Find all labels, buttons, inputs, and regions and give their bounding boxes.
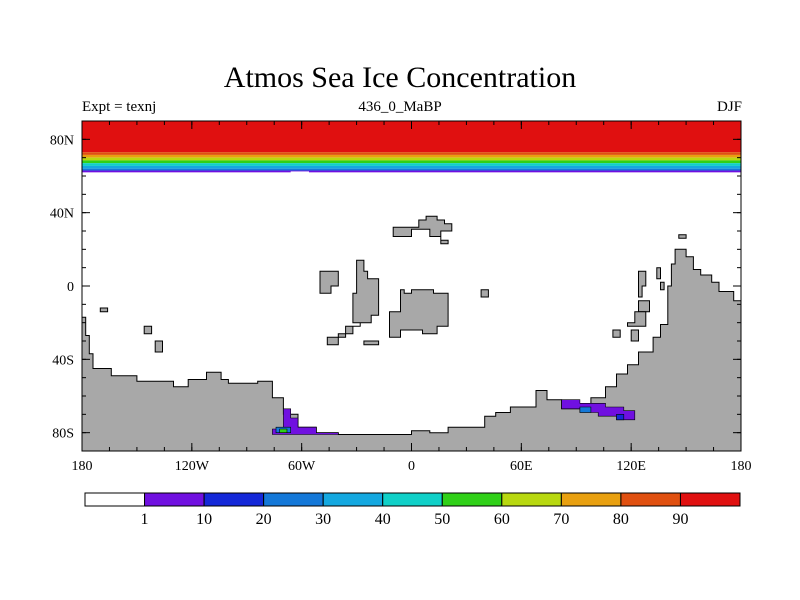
east-ice-mid2 xyxy=(616,413,625,421)
colorbar-label: 40 xyxy=(375,511,391,528)
experiment-label: Expt = texnj xyxy=(82,99,157,115)
y-tick-label: 0 xyxy=(67,280,74,295)
north-ice-band-2 xyxy=(82,154,741,158)
colorbar-label: 80 xyxy=(613,511,629,528)
north-ice-band-5 xyxy=(82,163,741,166)
colorbar-swatch xyxy=(322,492,384,507)
land-island-w3 xyxy=(154,340,163,353)
land-island-nc1 xyxy=(392,215,453,245)
colorbar-swatch xyxy=(620,492,681,507)
east-ice-mid xyxy=(579,406,592,413)
land-island-e8 xyxy=(678,234,687,239)
x-tick-label: 60W xyxy=(288,459,316,474)
land-island-e4 xyxy=(638,300,650,313)
colorbar-swatch xyxy=(203,492,265,507)
colorbar-swatch xyxy=(84,492,146,507)
land-island-e2 xyxy=(638,270,647,298)
colorbar-label: 60 xyxy=(494,511,510,528)
colorbar-swatch xyxy=(144,492,205,507)
land-island-c2 xyxy=(363,340,380,346)
land-south-polar-continent xyxy=(82,248,741,451)
y-tick-label: 40N xyxy=(50,207,74,222)
x-tick-label: 120W xyxy=(175,459,210,474)
colorbar-swatch xyxy=(441,492,503,507)
north-ice-band-8 xyxy=(82,170,741,173)
land-island-c1 xyxy=(389,289,449,338)
land-island-w1 xyxy=(99,307,109,313)
colorbar-swatch xyxy=(501,492,562,507)
colorbar-label: 70 xyxy=(553,511,569,528)
colorbar-label: 10 xyxy=(196,511,212,528)
y-tick-label: 80N xyxy=(50,133,74,148)
y-tick-label: 40S xyxy=(52,353,74,368)
north-ice-notch xyxy=(290,171,309,174)
land-island-e1 xyxy=(480,289,489,298)
colorbar-swatch xyxy=(679,492,741,507)
colorbar-swatch xyxy=(263,492,324,507)
colorbar-label: 30 xyxy=(315,511,331,528)
land-island-wc1 xyxy=(319,270,339,294)
y-tick-label: 80S xyxy=(52,427,74,442)
colorbar-label: 1 xyxy=(141,511,149,528)
x-tick-label: 60E xyxy=(510,459,533,474)
north-ice-band-4 xyxy=(82,160,741,164)
colorbar-swatch xyxy=(382,492,443,507)
north-ice-band-3 xyxy=(82,157,741,161)
x-tick-label: 0 xyxy=(408,459,415,474)
land-island-wc2 xyxy=(326,259,380,346)
chart-title: Atmos Sea Ice Concentration xyxy=(223,61,577,94)
colorbar-label: 90 xyxy=(672,511,688,528)
land-island-e7 xyxy=(612,329,621,338)
colorbar-swatch xyxy=(560,492,622,507)
colorbar-label: 50 xyxy=(434,511,450,528)
north-ice-band-1 xyxy=(82,152,741,155)
land-island-e6 xyxy=(630,329,639,342)
ross-ice-core xyxy=(279,428,288,434)
land-island-w2 xyxy=(143,325,153,335)
x-tick-label: 120E xyxy=(616,459,646,474)
colorbar-label: 20 xyxy=(256,511,272,528)
season-label: DJF xyxy=(716,99,742,115)
land-island-e9 xyxy=(660,281,665,291)
land-island-e5 xyxy=(627,311,647,327)
north-ice-band-7 xyxy=(82,168,741,171)
x-tick-label: 180 xyxy=(72,459,93,474)
period-label: 436_0_MaBP xyxy=(358,99,442,115)
land-island-e3 xyxy=(656,267,661,280)
north-ice-band-6 xyxy=(82,165,741,169)
x-tick-label: 180 xyxy=(731,459,752,474)
